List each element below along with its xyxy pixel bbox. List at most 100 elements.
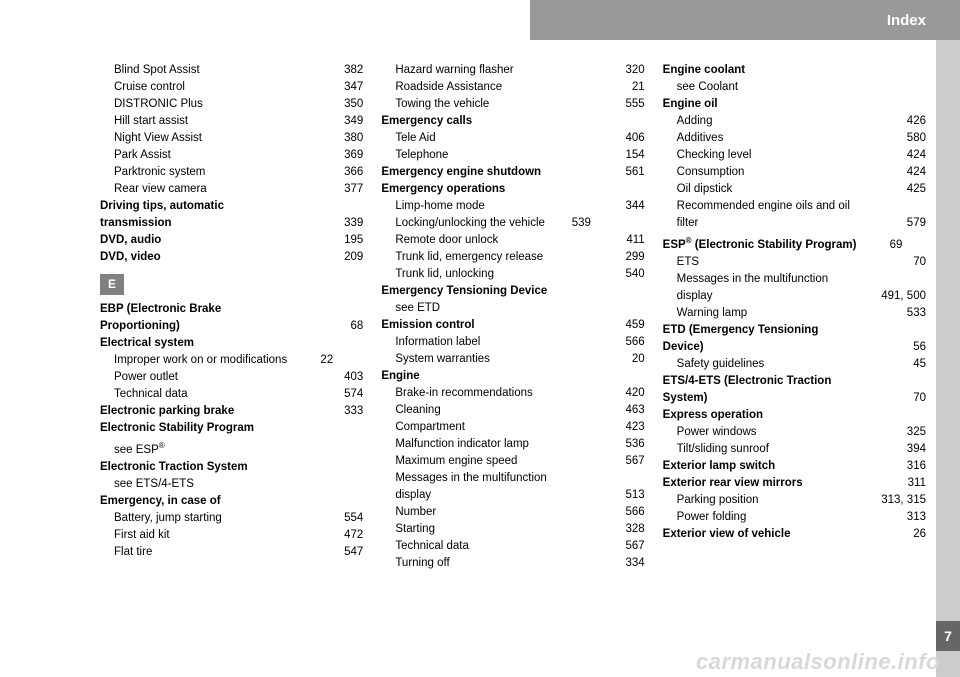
entry-label: Information label	[395, 334, 480, 351]
index-entry: Express operation	[663, 407, 926, 424]
index-entry: Park Assist369	[100, 147, 363, 164]
index-entry: Emergency Tensioning Device	[381, 283, 644, 300]
index-entry: Adding426	[663, 113, 926, 130]
entry-label: Emission control	[381, 317, 474, 334]
index-entry: ESP® (Electronic Stability Program)69	[663, 232, 926, 254]
entry-page: 491, 500	[877, 288, 926, 305]
index-entry: DVD, video209	[100, 249, 363, 266]
entry-label: Improper work on or modifications	[114, 352, 287, 369]
entry-label: Engine	[381, 368, 419, 385]
entry-page: 56	[898, 339, 926, 356]
entry-page: 403	[335, 369, 363, 386]
index-entry: Engine coolant	[663, 62, 926, 79]
entry-label: Driving tips, automatic	[100, 198, 224, 215]
entry-page: 311	[898, 475, 926, 492]
index-entry: display491, 500	[663, 288, 926, 305]
entry-label: Messages in the multifunction	[395, 470, 547, 487]
index-entry: Rear view camera377	[100, 181, 363, 198]
entry-label: DISTRONIC Plus	[114, 96, 203, 113]
entry-page: 513	[617, 487, 645, 504]
entry-label: Limp-home mode	[395, 198, 484, 215]
index-entry: ETS/4-ETS (Electronic Traction	[663, 373, 926, 390]
index-entry: see ETS/4-ETS	[100, 476, 363, 493]
side-strip	[936, 40, 960, 677]
index-entry: display 513	[381, 487, 644, 504]
entry-page: 566	[617, 334, 645, 351]
entry-label: Battery, jump starting	[114, 510, 222, 527]
header-title: Index	[887, 12, 926, 29]
entry-page: 313	[898, 509, 926, 526]
entry-label: display	[395, 487, 431, 504]
index-entry: Power folding 313	[663, 509, 926, 526]
index-entry: Telephone154	[381, 147, 644, 164]
index-entry: Compartment423	[381, 419, 644, 436]
index-entry: transmission339	[100, 215, 363, 232]
page-number: 7	[944, 628, 952, 644]
index-entry: see ESP®	[100, 437, 363, 459]
entry-page: 459	[617, 317, 645, 334]
index-entry: System) 70	[663, 390, 926, 407]
entry-page: 540	[617, 266, 645, 283]
entry-label: Power outlet	[114, 369, 178, 386]
entry-label: Emergency operations	[381, 181, 505, 198]
entry-label: see Coolant	[677, 79, 738, 96]
index-content: Blind Spot Assist382Cruise control347DIS…	[100, 62, 926, 647]
index-entry: Blind Spot Assist382	[100, 62, 363, 79]
index-entry: Electronic Traction System	[100, 459, 363, 476]
entry-page: 22	[305, 352, 333, 369]
entry-label: System)	[663, 390, 708, 407]
entry-page: 328	[617, 521, 645, 538]
entry-page: 209	[335, 249, 363, 266]
index-entry: Electrical system	[100, 335, 363, 352]
index-entry: DVD, audio195	[100, 232, 363, 249]
entry-label: see ETD	[395, 300, 440, 317]
entry-page: 463	[617, 402, 645, 419]
index-entry: Messages in the multifunction	[381, 470, 644, 487]
index-entry: Information label 566	[381, 334, 644, 351]
entry-page: 70	[898, 254, 926, 271]
entry-label: Emergency, in case of	[100, 493, 221, 510]
entry-label: ETS	[677, 254, 699, 271]
index-entry: System warranties20	[381, 351, 644, 368]
entry-page: 313, 315	[877, 492, 926, 509]
index-entry: Power windows325	[663, 424, 926, 441]
entry-page: 26	[898, 526, 926, 543]
index-entry: Remote door unlock411	[381, 232, 644, 249]
entry-label: Hill start assist	[114, 113, 188, 130]
entry-page: 299	[617, 249, 645, 266]
entry-label: First aid kit	[114, 527, 170, 544]
entry-label: Electronic Stability Program	[100, 420, 254, 437]
index-entry: Driving tips, automatic	[100, 198, 363, 215]
entry-page: 561	[617, 164, 645, 181]
index-column-2: Hazard warning flasher320Roadside Assist…	[381, 62, 644, 647]
entry-page: 70	[898, 390, 926, 407]
entry-label: Electronic parking brake	[100, 403, 234, 420]
index-entry: First aid kit472	[100, 527, 363, 544]
entry-label: Number	[395, 504, 436, 521]
entry-label: Telephone	[395, 147, 448, 164]
index-entry: Towing the vehicle555	[381, 96, 644, 113]
index-entry: Exterior view of vehicle26	[663, 526, 926, 543]
entry-page: 21	[617, 79, 645, 96]
entry-page: 574	[335, 386, 363, 403]
index-entry: Emergency operations	[381, 181, 644, 198]
entry-label: Power folding	[677, 509, 747, 526]
entry-page: 424	[898, 147, 926, 164]
index-entry: Number566	[381, 504, 644, 521]
entry-label: Emergency Tensioning Device	[381, 283, 547, 300]
entry-page: 20	[617, 351, 645, 368]
entry-page: 45	[898, 356, 926, 373]
index-entry: Locking/unlocking the vehicle539	[381, 215, 644, 232]
entry-label: Exterior lamp switch	[663, 458, 775, 475]
entry-label: transmission	[100, 215, 172, 232]
index-entry: ETD (Emergency Tensioning	[663, 322, 926, 339]
index-entry: Consumption424	[663, 164, 926, 181]
entry-page: 344	[617, 198, 645, 215]
index-entry: Limp-home mode 344	[381, 198, 644, 215]
index-column-3: Engine coolantsee CoolantEngine oilAddin…	[663, 62, 926, 647]
entry-label: Remote door unlock	[395, 232, 498, 249]
index-entry: Tilt/sliding sunroof394	[663, 441, 926, 458]
entry-label: Park Assist	[114, 147, 171, 164]
index-entry: Starting328	[381, 521, 644, 538]
entry-label: Hazard warning flasher	[395, 62, 513, 79]
